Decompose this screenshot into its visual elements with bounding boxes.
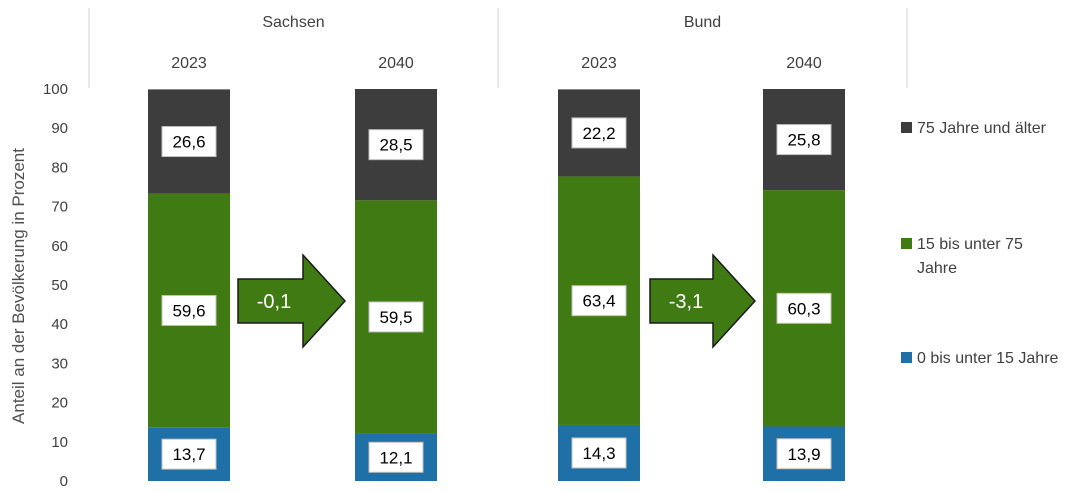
arrow-annotation-1 xyxy=(649,253,757,349)
arrow-annotation-label-0: -0,1 xyxy=(257,291,291,313)
y-tick-label-20: 20 xyxy=(51,395,68,412)
year-label-2: 2023 xyxy=(581,55,617,72)
data-label-2-3: 25,8 xyxy=(787,131,820,150)
arrow-annotation-label-1: -3,1 xyxy=(669,291,703,313)
group-label-bund: Bund xyxy=(684,14,721,31)
legend-swatch-0 xyxy=(901,122,912,133)
data-label-box-1-0 xyxy=(161,294,217,326)
data-label-box-0-2 xyxy=(571,437,627,469)
arrow-annotation-0 xyxy=(237,253,347,349)
data-label-1-2: 63,4 xyxy=(582,292,615,311)
data-label-box-0-1 xyxy=(368,441,424,473)
data-label-1-1: 59,5 xyxy=(379,308,412,327)
data-label-box-1-3 xyxy=(776,292,832,324)
data-label-2-2: 22,2 xyxy=(582,124,615,143)
data-label-box-2-3 xyxy=(776,124,832,156)
legend-label-0: 75 Jahre und älter xyxy=(917,120,1047,137)
legend-label-2: 0 bis unter 15 Jahre xyxy=(917,350,1059,367)
data-label-2-0: 26,6 xyxy=(172,133,205,152)
data-label-box-2-1 xyxy=(368,129,424,161)
data-label-2-1: 28,5 xyxy=(379,136,412,155)
group-label-sachsen: Sachsen xyxy=(262,14,324,31)
y-tick-label-50: 50 xyxy=(51,277,68,294)
y-tick-label-80: 80 xyxy=(51,159,68,176)
data-label-0-1: 12,1 xyxy=(379,448,412,467)
year-label-0: 2023 xyxy=(171,55,207,72)
data-label-0-3: 13,9 xyxy=(787,445,820,464)
legend-label-line-2: Jahre xyxy=(917,260,957,277)
data-label-box-1-1 xyxy=(368,301,424,333)
y-tick-label-100: 100 xyxy=(43,81,68,98)
legend-label-line-1: 15 bis unter 75 xyxy=(917,236,1023,253)
y-tick-label-60: 60 xyxy=(51,238,68,255)
legend-swatch-2 xyxy=(901,352,912,363)
legend-swatch-1 xyxy=(901,238,912,249)
data-label-box-0-0 xyxy=(161,438,217,470)
year-label-1: 2040 xyxy=(378,55,414,72)
data-label-box-2-2 xyxy=(571,117,627,149)
data-label-box-0-3 xyxy=(776,438,832,470)
y-tick-label-30: 30 xyxy=(51,355,68,372)
year-label-3: 2040 xyxy=(786,55,822,72)
y-tick-label-40: 40 xyxy=(51,316,68,333)
legend-label-1: 15 bis unter 75 Jahre xyxy=(917,236,1023,277)
y-tick-label-70: 70 xyxy=(51,199,68,216)
data-label-0-2: 14,3 xyxy=(582,444,615,463)
y-tick-label-90: 90 xyxy=(51,120,68,137)
data-label-1-3: 60,3 xyxy=(787,299,820,318)
data-label-box-2-0 xyxy=(161,126,217,158)
y-tick-label-10: 10 xyxy=(51,434,68,451)
data-label-box-1-2 xyxy=(571,285,627,317)
y-tick-label-0: 0 xyxy=(60,473,68,486)
data-label-0-0: 13,7 xyxy=(172,445,205,464)
data-label-1-0: 59,6 xyxy=(172,301,205,320)
y-axis-label: Anteil an der Bevölkerung in Prozent xyxy=(9,148,28,424)
